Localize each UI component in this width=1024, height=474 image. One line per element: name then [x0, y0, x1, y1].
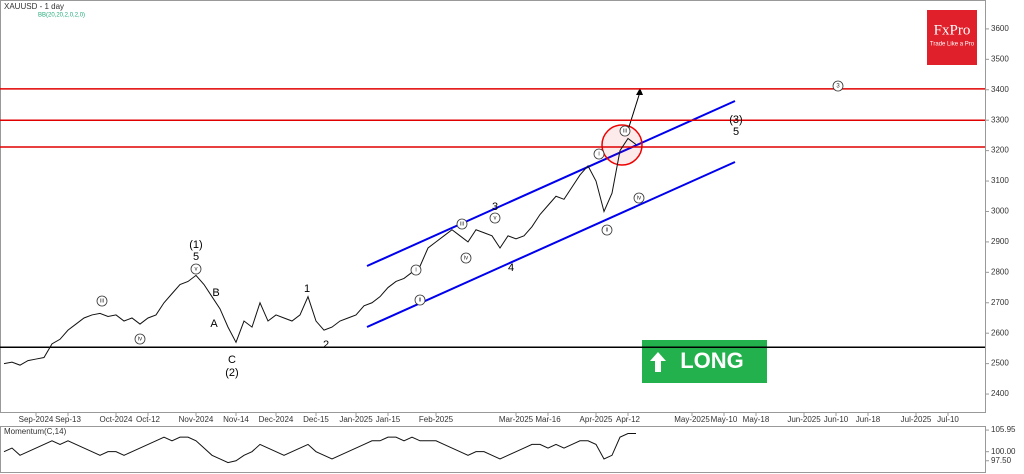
wave-circle	[96, 295, 108, 307]
logo-brand: FxPro	[934, 22, 971, 38]
y-tick-label: 2400	[991, 389, 1009, 398]
x-tick-label: Jul-2025	[901, 415, 932, 424]
x-tick-label: May-10	[711, 415, 738, 424]
wave-label: C	[228, 354, 236, 366]
y-tick-label: 3100	[991, 176, 1009, 185]
x-tick-label: Sep-2024	[19, 415, 54, 424]
wave-circle	[601, 224, 613, 236]
x-tick-label: Dec-15	[303, 415, 329, 424]
y-tick-label: 3400	[991, 85, 1009, 94]
x-tick-label: Oct-2024	[100, 415, 133, 424]
y-tick-label: 2500	[991, 359, 1009, 368]
highlight-circle	[601, 124, 643, 166]
logo-box	[927, 10, 977, 65]
wave-circle	[134, 333, 146, 345]
y-tick-label: 2600	[991, 328, 1009, 337]
wave-label: 5	[193, 251, 199, 263]
price-panel	[0, 0, 986, 413]
indicator-label: BB(20,20,2,0,2,0)	[38, 13, 85, 19]
price-line	[3, 137, 637, 366]
wave-circle	[456, 218, 468, 230]
signal-arrow	[650, 352, 666, 372]
wave-label: 1	[304, 283, 310, 295]
x-tick-label: Mar-2025	[499, 415, 534, 424]
wave-label: ii	[606, 228, 609, 234]
wave-label: iii	[100, 299, 104, 305]
y-tick-label: 97.50	[991, 456, 1012, 465]
arrow-head	[636, 88, 643, 95]
projection-arrow	[627, 91, 641, 131]
wave-label: iv	[637, 196, 641, 202]
wave-circle	[410, 264, 422, 276]
price-line	[3, 433, 636, 464]
y-tick-label: 2900	[991, 237, 1009, 246]
x-tick-label: Jul-10	[937, 415, 959, 424]
y-tick-label: 3500	[991, 54, 1009, 63]
channel-upper	[366, 100, 736, 267]
wave-circle	[190, 263, 202, 275]
x-tick-label: Nov-2024	[179, 415, 214, 424]
wave-circle	[832, 80, 844, 92]
wave-label: iv	[138, 337, 142, 343]
wave-label: 5	[733, 126, 739, 138]
wave-circle	[619, 125, 631, 137]
signal-text: LONG	[680, 348, 744, 373]
x-tick-label: Sep-13	[55, 415, 81, 424]
momentum-title: Momentum(C,14)	[4, 427, 67, 436]
y-tick-label: 2800	[991, 267, 1009, 276]
wave-circle	[489, 212, 501, 224]
wave-label: (2)	[225, 367, 238, 379]
wave-label: iii	[460, 222, 464, 228]
x-tick-label: Jun-10	[824, 415, 849, 424]
x-tick-label: Jan-2025	[339, 415, 373, 424]
y-tick-label: 105.95	[991, 425, 1016, 434]
logo-tagline: Trade Like a Pro	[930, 42, 975, 48]
y-tick-label: 3200	[991, 146, 1009, 155]
x-tick-label: Feb-2025	[419, 415, 454, 424]
wave-label: iv	[464, 256, 468, 262]
x-tick-label: Dec-2024	[259, 415, 294, 424]
wave-label: v	[195, 267, 198, 273]
wave-circle	[593, 148, 605, 160]
x-tick-label: May-2025	[674, 415, 710, 424]
channel-lower	[366, 161, 736, 328]
x-tick-label: May-18	[743, 415, 770, 424]
x-tick-label: Nov-14	[223, 415, 249, 424]
x-tick-label: Jan-15	[376, 415, 401, 424]
y-tick-label: 100.00	[991, 447, 1016, 456]
x-tick-label: Apr-12	[616, 415, 641, 424]
wave-label: 3	[492, 201, 498, 213]
y-tick-label: 3600	[991, 24, 1009, 33]
y-tick-label: 3300	[991, 115, 1009, 124]
wave-label: 4	[508, 262, 514, 274]
y-tick-label: 3000	[991, 207, 1009, 216]
wave-circle	[414, 294, 426, 306]
wave-label: (3)	[729, 114, 742, 126]
wave-label: v	[494, 216, 497, 222]
wave-label: A	[210, 318, 218, 330]
x-tick-label: Jun-2025	[787, 415, 821, 424]
wave-label: i	[598, 152, 599, 158]
x-tick-label: Jun-18	[856, 415, 881, 424]
wave-circle	[633, 192, 645, 204]
wave-label: B	[212, 287, 219, 299]
momentum-panel	[0, 426, 986, 473]
wave-label: 3	[836, 84, 840, 90]
x-tick-label: Oct-12	[136, 415, 161, 424]
x-tick-label: Mar-16	[535, 415, 561, 424]
wave-circle	[460, 252, 472, 264]
wave-label: 2	[323, 339, 329, 351]
wave-label: ii	[419, 298, 422, 304]
y-tick-label: 2700	[991, 298, 1009, 307]
chart-title: XAUUSD - 1 day	[4, 2, 64, 11]
x-tick-label: Apr-2025	[580, 415, 613, 424]
wave-label: iii	[623, 129, 627, 135]
wave-label: (1)	[189, 239, 202, 251]
wave-label: i	[415, 268, 416, 274]
